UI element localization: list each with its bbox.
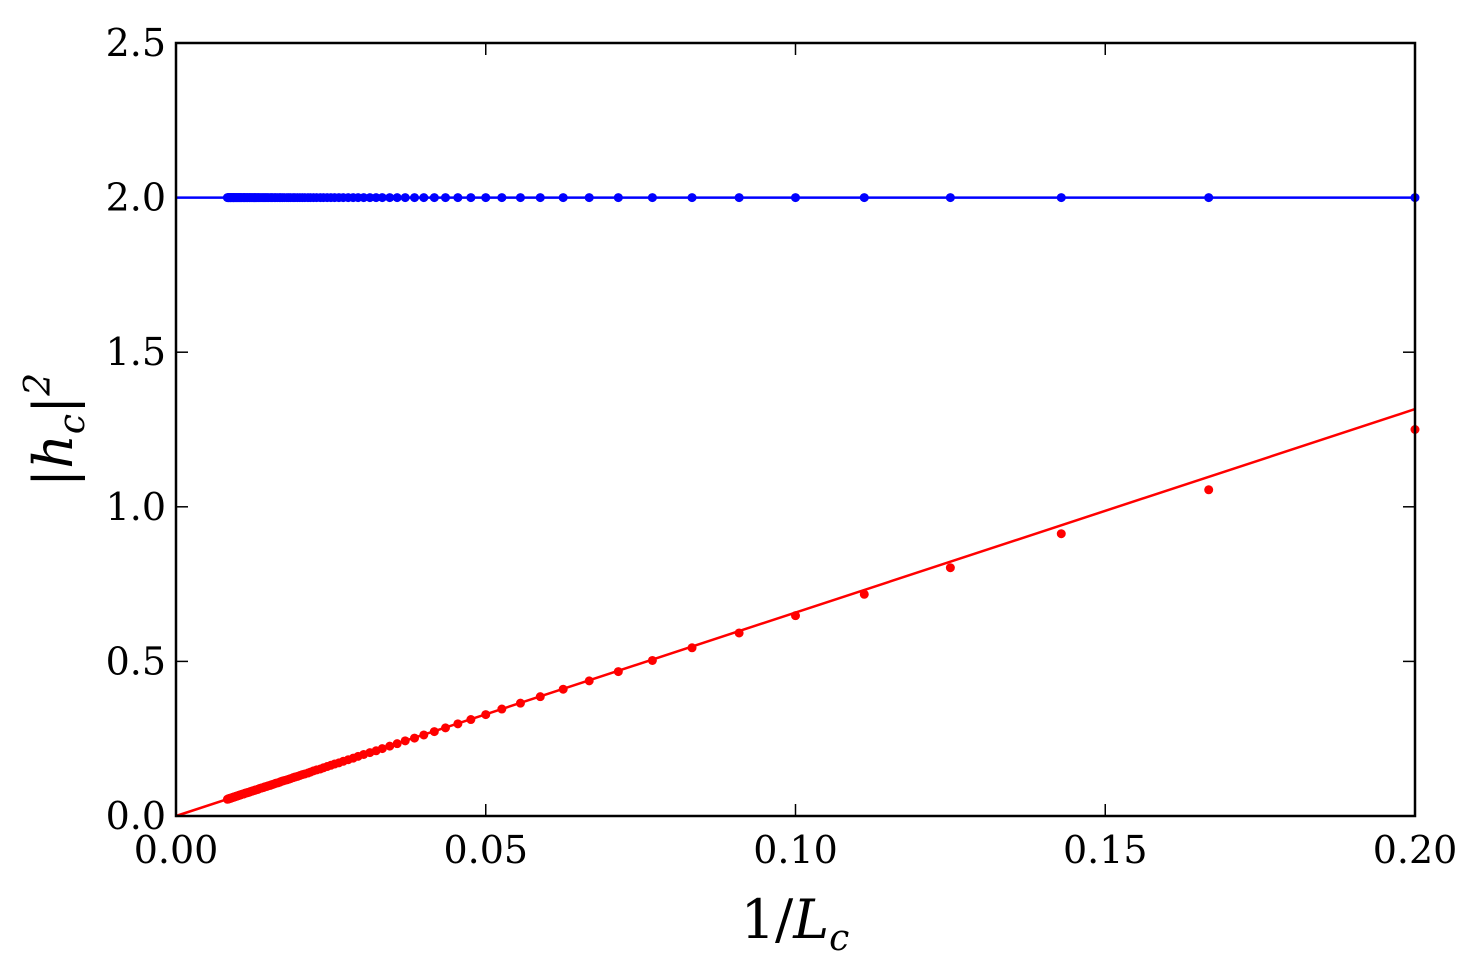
plot-frame xyxy=(174,41,1417,818)
data-point-0 xyxy=(400,193,410,203)
x-tick-label: 0.10 xyxy=(753,828,838,872)
data-point-0 xyxy=(1056,193,1066,203)
data-point-1 xyxy=(497,704,507,714)
data-point-1 xyxy=(558,684,568,694)
x-tick-label: 0.15 xyxy=(1063,828,1148,872)
y-tick-label: 0.5 xyxy=(106,639,166,683)
data-point-0 xyxy=(497,193,507,203)
data-point-1 xyxy=(400,736,410,746)
data-point-1 xyxy=(613,667,623,677)
data-points xyxy=(222,193,1420,804)
y-tick-label: 1.0 xyxy=(106,485,166,529)
data-point-0 xyxy=(481,193,491,203)
x-tick-label: 0.20 xyxy=(1373,828,1458,872)
data-point-0 xyxy=(1204,193,1214,203)
data-point-0 xyxy=(410,193,420,203)
data-point-1 xyxy=(466,715,476,725)
data-point-0 xyxy=(535,193,545,203)
data-point-1 xyxy=(584,676,594,686)
data-point-0 xyxy=(584,193,594,203)
data-point-0 xyxy=(859,193,869,203)
data-point-1 xyxy=(222,794,232,804)
data-point-1 xyxy=(410,733,420,743)
data-point-0 xyxy=(429,193,439,203)
data-point-0 xyxy=(734,193,744,203)
data-point-0 xyxy=(791,193,800,203)
data-point-1 xyxy=(392,739,402,749)
data-point-0 xyxy=(385,193,395,203)
tick-labels: 0.00 0.05 0.10 0.15 0.20 0.0 0.5 1.0 1.5 2.0 2.5 xyxy=(106,21,1458,872)
data-point-0 xyxy=(647,193,657,203)
data-point-1 xyxy=(515,698,525,708)
data-point-0 xyxy=(377,193,387,203)
data-point-0 xyxy=(392,193,402,203)
y-tick-label: 1.5 xyxy=(106,330,166,374)
data-point-0 xyxy=(371,193,381,203)
y-tick-label: 2.5 xyxy=(106,21,166,65)
data-point-0 xyxy=(466,193,476,203)
data-point-0 xyxy=(222,193,232,203)
data-point-1 xyxy=(945,563,955,573)
data-point-0 xyxy=(440,193,450,203)
data-point-0 xyxy=(558,193,568,203)
data-point-1 xyxy=(535,692,545,702)
y-tick-label: 0.0 xyxy=(106,794,166,838)
x-tick-label: 0.05 xyxy=(443,828,528,872)
data-point-1 xyxy=(1056,529,1066,539)
data-point-1 xyxy=(859,589,869,599)
data-point-0 xyxy=(613,193,623,203)
data-point-1 xyxy=(385,741,395,751)
data-point-0 xyxy=(515,193,525,203)
data-point-1 xyxy=(419,730,429,740)
y-tick-label: 2.0 xyxy=(106,176,166,220)
data-point-1 xyxy=(734,628,744,638)
data-point-1 xyxy=(687,643,697,653)
data-point-1 xyxy=(791,611,800,621)
data-point-1 xyxy=(1204,485,1214,495)
data-point-1 xyxy=(429,727,439,737)
data-point-1 xyxy=(481,710,491,720)
data-point-1 xyxy=(647,655,657,665)
x-tick-label: 0.00 xyxy=(134,828,219,872)
data-point-1 xyxy=(453,719,463,729)
data-point-0 xyxy=(365,193,375,203)
data-point-0 xyxy=(419,193,429,203)
data-point-0 xyxy=(453,193,463,203)
data-point-0 xyxy=(945,193,955,203)
data-point-1 xyxy=(440,723,450,733)
data-point-0 xyxy=(687,193,697,203)
